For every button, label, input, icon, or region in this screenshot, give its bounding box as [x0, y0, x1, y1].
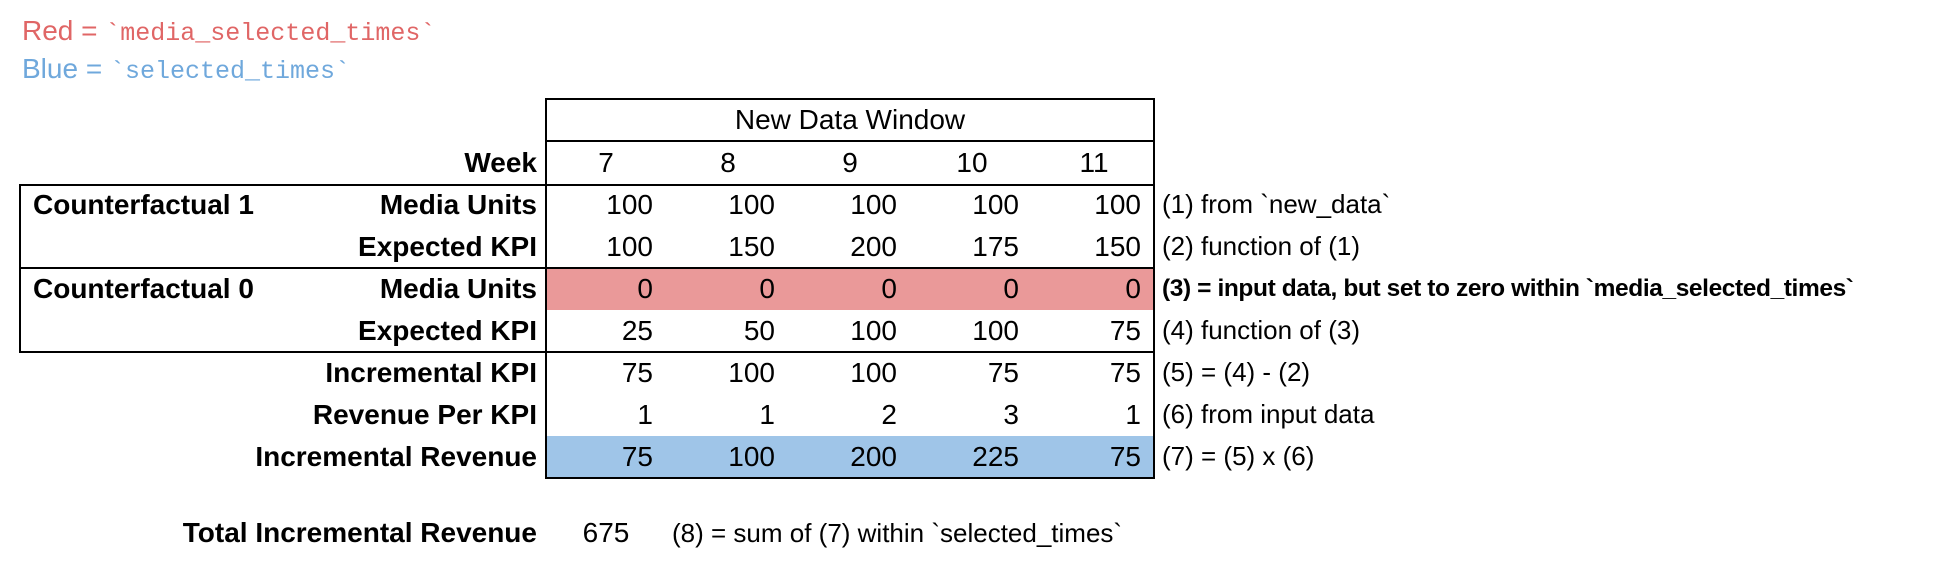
table-cell: 3: [1003, 399, 1019, 430]
grid-line-under-header: [545, 140, 1155, 142]
legend-red: Red = `media_selected_times`: [22, 14, 435, 48]
table-cell: 100: [728, 441, 775, 472]
table-cell: 150: [728, 231, 775, 262]
row-annotation: (2) function of (1): [1162, 231, 1360, 261]
week-col-header: 8: [720, 147, 736, 178]
grid-line-counterfactual0-bottom: [19, 351, 1155, 353]
table-cell: 100: [850, 315, 897, 346]
row-label: Media Units: [379, 273, 537, 304]
row-label: Media Units: [379, 189, 537, 220]
week-col-header: 11: [1079, 147, 1109, 178]
table-cell: 25: [621, 315, 653, 346]
total-value: 675: [582, 517, 630, 548]
table-cell: 100: [972, 315, 1019, 346]
table-cell: 100: [606, 231, 653, 262]
week-col-header: 10: [956, 147, 988, 178]
legend-red-label: Red =: [22, 15, 106, 46]
table-cell: 200: [850, 441, 897, 472]
table-cell: 1: [637, 399, 653, 430]
group-label-counterfactual-1: Counterfactual 1: [33, 189, 254, 220]
row-label: Incremental Revenue: [255, 441, 537, 472]
row-label: Expected KPI: [358, 315, 537, 346]
grid-line-under-week: [19, 184, 1155, 186]
table-cell: 100: [728, 357, 775, 388]
table-cell: 1: [1125, 399, 1141, 430]
row-annotation: (3) = input data, but set to zero within…: [1162, 275, 1854, 302]
row-annotation: (7) = (5) x (6): [1162, 441, 1315, 471]
grid-line-bottom: [545, 477, 1155, 479]
total-annotation: (8) = sum of (7) within `selected_times`: [672, 518, 1123, 548]
selected-times-highlight: [547, 436, 1153, 477]
row-annotation: (6) from input data: [1162, 399, 1375, 429]
week-label: Week: [464, 147, 537, 178]
row-label: Incremental KPI: [325, 357, 537, 388]
table-cell: 100: [850, 189, 897, 220]
grid-line-data-left: [545, 98, 547, 479]
table-cell: 175: [972, 231, 1019, 262]
week-col-header: 9: [842, 147, 858, 178]
row-label: Revenue Per KPI: [312, 399, 537, 430]
table-cell: 75: [1109, 357, 1141, 388]
table-cell: 100: [728, 189, 775, 220]
table-cell: 100: [606, 189, 653, 220]
table-cell: 0: [637, 273, 653, 304]
row-label: Expected KPI: [358, 231, 537, 262]
table-cell: 225: [972, 441, 1019, 472]
row-annotation: (4) function of (3): [1162, 315, 1360, 345]
table-cell: 0: [1003, 273, 1019, 304]
table-cell: 75: [621, 441, 653, 472]
table-cell: 0: [881, 273, 897, 304]
table-cell: 75: [1109, 315, 1141, 346]
row-annotation: (5) = (4) - (2): [1162, 357, 1311, 387]
table-cell: 0: [759, 273, 775, 304]
week-col-header: 7: [598, 147, 614, 178]
table-header: New Data Window: [734, 104, 966, 135]
grid-line-counterfactual-divider: [19, 267, 1155, 269]
table-cell: 50: [743, 315, 775, 346]
legend-blue-label: Blue =: [22, 53, 110, 84]
table-cell: 1: [759, 399, 775, 430]
row-annotation: (1) from `new_data`: [1162, 189, 1391, 219]
table-cell: 100: [1094, 189, 1141, 220]
media-selected-times-highlight: [547, 269, 1153, 310]
group-label-counterfactual-0: Counterfactual 0: [33, 273, 254, 304]
legend-blue: Blue = `selected_times`: [22, 52, 350, 86]
table-cell: 150: [1094, 231, 1141, 262]
table-cell: 0: [1125, 273, 1141, 304]
table-cell: 100: [850, 357, 897, 388]
total-label: Total Incremental Revenue: [182, 517, 537, 548]
legend-red-code: `media_selected_times`: [105, 19, 436, 48]
table-cell: 75: [1109, 441, 1141, 472]
grid-line-left-box: [19, 184, 21, 353]
table-cell: 2: [881, 399, 897, 430]
table-cell: 75: [987, 357, 1019, 388]
table-cell: 100: [972, 189, 1019, 220]
grid-line-data-right: [1153, 98, 1155, 479]
table-cell: 75: [621, 357, 653, 388]
table-cell: 200: [850, 231, 897, 262]
legend-blue-code: `selected_times`: [109, 57, 350, 86]
grid-line-top: [545, 98, 1155, 100]
